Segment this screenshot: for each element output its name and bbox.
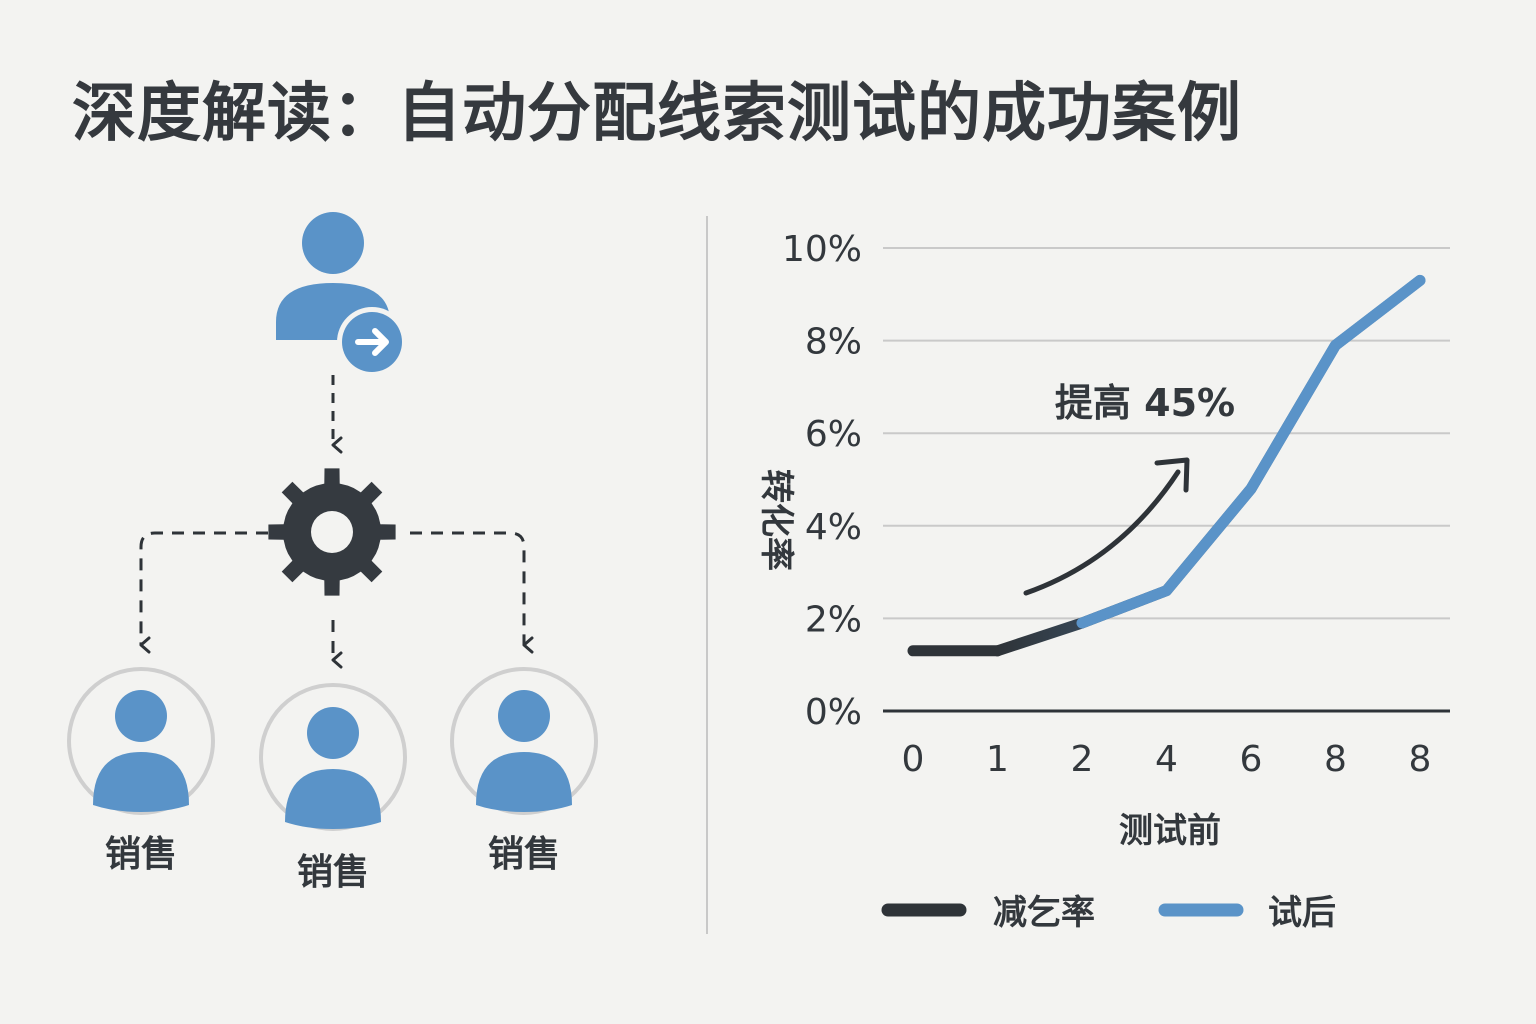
y-tick-label: 0% — [805, 692, 862, 733]
x-axis-label: 测试前 — [1119, 811, 1221, 851]
growth-annotation: 提高 45% — [1055, 381, 1235, 425]
y-tick-label: 2% — [805, 599, 862, 640]
x-tick-label: 1 — [986, 739, 1009, 780]
sales-rep-label: 销售 — [105, 834, 177, 875]
sales-rep-label: 销售 — [297, 852, 369, 893]
page-title: 深度解读：自动分配线索测试的成功案例 — [72, 77, 1242, 151]
lead-assignment-diagram: 销售 销售 销售 — [67, 212, 598, 893]
legend-label-before: 减乞率 — [993, 893, 1095, 933]
y-tick-label: 4% — [805, 507, 862, 548]
sales-rep-middle: 销售 — [259, 683, 407, 893]
sales-rep-right: 销售 — [450, 667, 598, 875]
user-icon — [93, 690, 189, 812]
x-tick-label: 0 — [902, 739, 925, 780]
arrow-up-right-icon — [1023, 457, 1190, 596]
x-tick-label: 8 — [1409, 739, 1432, 780]
panel-divider — [706, 216, 708, 934]
x-tick-label: 6 — [1240, 739, 1263, 780]
user-icon — [476, 690, 572, 812]
user-icon — [285, 707, 381, 829]
legend-item-before: 减乞率 — [881, 893, 1095, 933]
chart-gridlines — [883, 247, 1450, 713]
legend-item-after: 试后 — [1158, 893, 1336, 933]
y-tick-label: 6% — [805, 414, 862, 455]
sales-rep-label: 销售 — [488, 834, 560, 875]
gear-icon — [268, 468, 396, 596]
y-axis-label: 转化率 — [756, 469, 796, 571]
series-line-after-solid — [1076, 274, 1426, 629]
series-line-after — [992, 274, 1426, 657]
user-arrow-icon — [276, 212, 407, 377]
x-axis-ticks: 0 1 2 4 6 8 8 — [902, 739, 1432, 780]
y-axis-ticks: 0% 2% 4% 6% 8% 10% — [782, 229, 862, 733]
y-tick-label: 10% — [782, 229, 862, 270]
x-tick-label: 8 — [1324, 739, 1347, 780]
chart-series — [907, 274, 1426, 657]
chart-legend: 减乞率 试后 — [881, 893, 1336, 933]
sales-rep-left: 销售 — [67, 667, 215, 875]
legend-label-after: 试后 — [1268, 893, 1336, 933]
dashed-connector-left — [139, 531, 268, 654]
dashed-connector-right — [410, 531, 534, 654]
y-tick-label: 8% — [805, 322, 862, 363]
x-tick-label: 2 — [1071, 739, 1094, 780]
x-tick-label: 4 — [1155, 739, 1178, 780]
